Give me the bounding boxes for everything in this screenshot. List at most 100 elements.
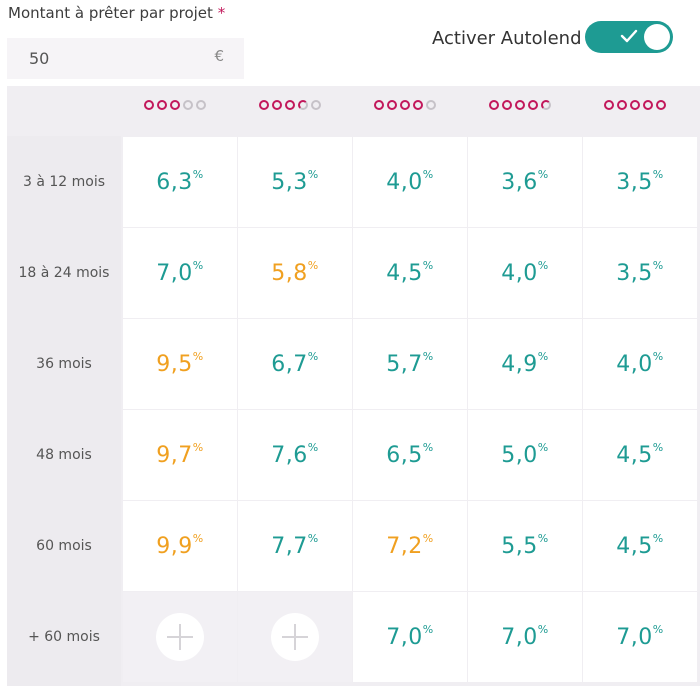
- rate-value: 4,0%: [501, 259, 548, 286]
- rate-value: 7,0%: [501, 623, 548, 649]
- duration-label: 3 à 12 mois: [22, 174, 106, 190]
- rate-cell[interactable]: 3,6%: [468, 137, 582, 227]
- rate-value: 9,7%: [156, 441, 203, 468]
- rate-number: 9,5: [156, 351, 193, 377]
- rate-number: 7,2: [386, 533, 423, 559]
- rating-dot-icon: [656, 100, 666, 110]
- plus-icon[interactable]: [271, 613, 319, 661]
- rating-dot-icon: [426, 100, 436, 110]
- rate-number: 3,6: [501, 169, 538, 195]
- percent-sign: %: [652, 623, 664, 637]
- rate-value: 9,5%: [156, 350, 203, 377]
- rating-header-row: [122, 86, 700, 135]
- rate-number: 4,5: [386, 260, 423, 286]
- rate-cell[interactable]: 4,5%: [583, 501, 697, 591]
- percent-sign: %: [307, 350, 319, 364]
- amount-value[interactable]: 50: [29, 49, 50, 68]
- percent-sign: %: [422, 532, 434, 546]
- percent-sign: %: [652, 259, 664, 273]
- rate-cell[interactable]: 5,0%: [468, 410, 582, 500]
- rating-dot-icon: [387, 100, 397, 110]
- percent-sign: %: [192, 532, 204, 546]
- autolend-toggle[interactable]: [585, 21, 673, 53]
- rating-dot-icon: [298, 100, 308, 110]
- rate-value: 3,6%: [501, 168, 548, 195]
- toggle-knob[interactable]: [644, 24, 670, 50]
- percent-sign: %: [537, 532, 549, 546]
- duration-header-column: [7, 136, 121, 686]
- required-mark: *: [217, 4, 226, 22]
- rate-value: 5,3%: [271, 168, 318, 194]
- amount-input[interactable]: 50 €: [7, 38, 244, 79]
- rate-value: 4,5%: [616, 532, 664, 558]
- rate-number: 6,3: [156, 169, 193, 195]
- rate-cell[interactable]: 7,6%: [238, 410, 352, 500]
- rating-dot-icon: [196, 100, 206, 110]
- duration-label: 60 mois: [36, 538, 92, 554]
- rate-cell[interactable]: 7,2%: [353, 501, 467, 591]
- rating-dot-icon: [374, 100, 384, 110]
- rating-dot-icon: [285, 100, 295, 110]
- rate-cell[interactable]: 4,5%: [353, 228, 467, 318]
- rate-number: 9,7: [156, 442, 193, 468]
- rate-value: 5,5%: [501, 532, 549, 559]
- rate-cell[interactable]: 6,3%: [123, 137, 237, 227]
- rate-number: 9,9: [156, 533, 193, 559]
- rating-dot-icon: [528, 100, 538, 110]
- euro-icon: €: [214, 47, 224, 65]
- plus-icon[interactable]: [156, 613, 204, 661]
- percent-sign: %: [537, 350, 549, 364]
- rate-value: 7,2%: [386, 532, 434, 559]
- rate-value: 4,0%: [616, 350, 664, 376]
- rate-cell[interactable]: 5,5%: [468, 501, 582, 591]
- rate-cell[interactable]: 3,5%: [583, 137, 697, 227]
- rate-value: 5,8%: [271, 259, 318, 285]
- rate-number: 5,5: [501, 533, 538, 559]
- rating-dot-icon: [630, 100, 640, 110]
- rate-value: 6,7%: [271, 350, 319, 376]
- rate-number: 4,5: [616, 442, 653, 468]
- rate-cell[interactable]: 5,8%: [238, 228, 352, 318]
- rate-number: 4,0: [501, 260, 538, 286]
- rate-number: 7,6: [271, 442, 308, 468]
- add-rate-cell[interactable]: [123, 592, 237, 682]
- rate-value: 6,5%: [386, 441, 433, 467]
- rate-number: 3,5: [616, 169, 653, 195]
- amount-label-text: Montant à prêter par projet: [8, 4, 213, 22]
- percent-sign: %: [652, 532, 664, 546]
- rate-value: 9,9%: [156, 532, 204, 559]
- rate-cell[interactable]: 4,0%: [353, 137, 467, 227]
- rate-cell[interactable]: 9,7%: [123, 410, 237, 500]
- rate-cell[interactable]: 7,0%: [123, 228, 237, 318]
- rating-dot-icon: [617, 100, 627, 110]
- amount-field-label: Montant à prêter par projet *: [8, 4, 225, 22]
- rate-cell[interactable]: 5,7%: [353, 319, 467, 409]
- rate-cell[interactable]: 6,7%: [238, 319, 352, 409]
- percent-sign: %: [652, 350, 664, 364]
- rate-cell[interactable]: 6,5%: [353, 410, 467, 500]
- rating-dot-icon: [170, 100, 180, 110]
- rate-number: 7,0: [616, 624, 653, 650]
- rate-number: 7,7: [271, 533, 308, 559]
- rate-number: 7,0: [156, 260, 193, 286]
- rate-cell[interactable]: 4,9%: [468, 319, 582, 409]
- rate-cell[interactable]: 9,9%: [123, 501, 237, 591]
- rating-dot-icon: [259, 100, 269, 110]
- rate-value: 3,5%: [616, 259, 664, 285]
- rate-cell[interactable]: 7,0%: [468, 592, 582, 682]
- rate-cell[interactable]: 4,0%: [468, 228, 582, 318]
- rate-cell[interactable]: 3,5%: [583, 228, 697, 318]
- rate-value: 4,5%: [386, 259, 433, 286]
- rate-cell[interactable]: 9,5%: [123, 319, 237, 409]
- rate-cell[interactable]: 5,3%: [238, 137, 352, 227]
- add-rate-cell[interactable]: [238, 592, 352, 682]
- percent-sign: %: [422, 623, 434, 637]
- percent-sign: %: [307, 532, 319, 546]
- rate-cell[interactable]: 4,5%: [583, 410, 697, 500]
- percent-sign: %: [537, 441, 549, 455]
- rate-cell[interactable]: 7,7%: [238, 501, 352, 591]
- duration-label: 36 mois: [36, 356, 92, 372]
- rate-cell[interactable]: 7,0%: [583, 592, 697, 682]
- rate-cell[interactable]: 4,0%: [583, 319, 697, 409]
- rate-cell[interactable]: 7,0%: [353, 592, 467, 682]
